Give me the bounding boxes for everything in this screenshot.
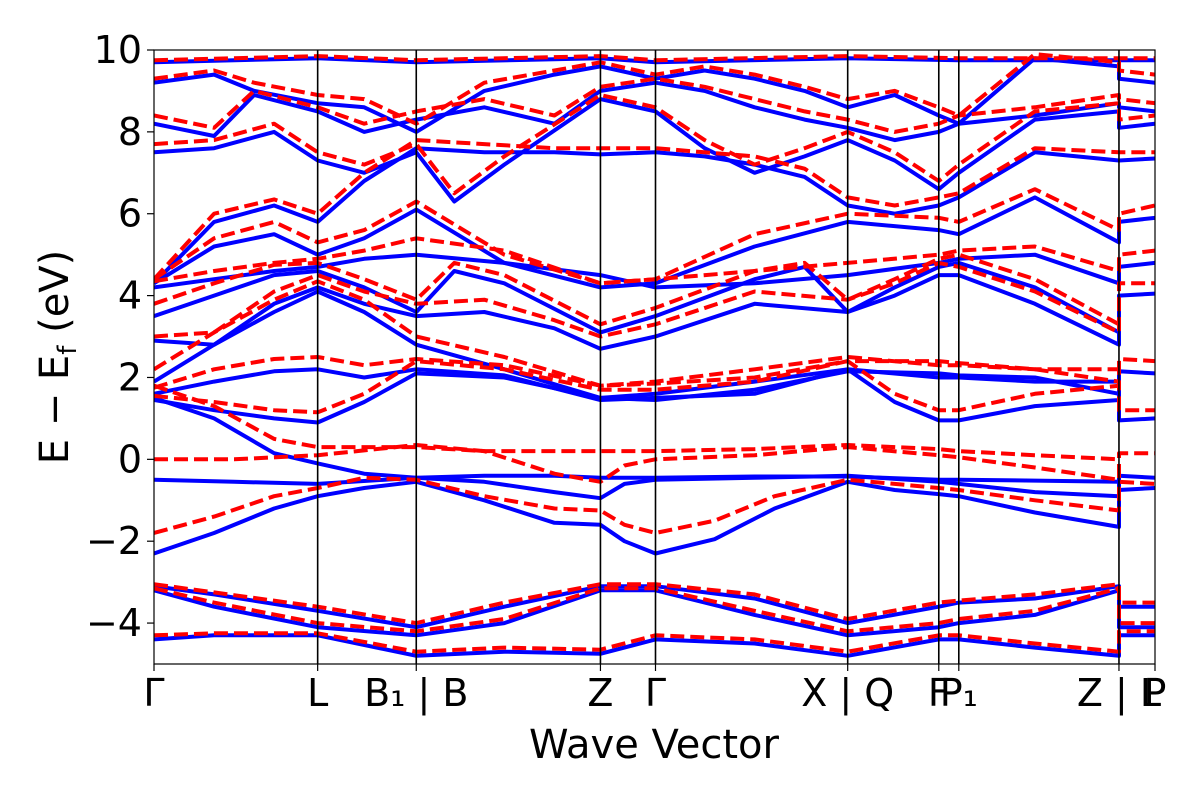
dashed-band-17	[154, 629, 1155, 654]
dashed-band-15	[154, 582, 1155, 626]
dashed-band-11	[154, 93, 1155, 196]
solid-band-0	[154, 479, 1155, 556]
solid-band-15	[154, 584, 1155, 630]
y-tick-label-2: 0	[118, 437, 142, 481]
solid-band-16	[154, 588, 1155, 638]
y-axis-label: E − Ef (eV)	[32, 250, 83, 465]
x-tick-label-5: X | Q	[801, 671, 894, 716]
bands-layer	[154, 52, 1155, 658]
dashed-band-16	[154, 586, 1155, 634]
dashed-band-12	[154, 76, 1155, 134]
x-tick-label-4: Γ	[645, 671, 666, 715]
y-tick-label-3: 2	[118, 355, 142, 399]
y-axis-label-main: E − E	[32, 355, 78, 465]
plot-frame	[153, 49, 1156, 665]
x-tick-label-6: F	[928, 671, 950, 715]
y-tick-label-4: 4	[118, 274, 142, 318]
x-tick-label-1: L	[307, 671, 328, 715]
x-tick-label-3: Z	[587, 671, 613, 715]
x-tick-label-7: P₁	[940, 671, 978, 715]
x-tick-label-9: P	[1144, 671, 1167, 715]
solid-band-13	[154, 56, 1155, 134]
solid-band-17	[154, 633, 1155, 658]
y-tick-label-7: 10	[94, 28, 142, 72]
dashed-band-13	[154, 52, 1155, 126]
x-tick-label-0: Γ	[143, 671, 164, 715]
y-axis: −4 −2 0 2 4 6 8 10	[86, 28, 154, 645]
dashed-band-0	[154, 475, 1155, 535]
dashed-band-3	[154, 359, 1155, 415]
y-tick-label-0: −4	[86, 601, 142, 645]
x-axis-label: Wave Vector	[529, 722, 780, 768]
solid-band-12	[154, 80, 1155, 143]
y-tick-label-5: 6	[118, 192, 142, 236]
dashed-band-7	[154, 252, 1120, 327]
dashed-band-2	[154, 383, 1120, 462]
x-tick-label-2: B₁ | B	[364, 671, 468, 716]
y-tick-label-1: −2	[86, 519, 142, 563]
solid-band-4	[154, 367, 1155, 423]
dashed-band-4	[154, 355, 1155, 413]
y-tick-label-6: 8	[118, 110, 142, 154]
kpath-lines	[316, 50, 1120, 664]
solid-band-11	[154, 97, 1155, 204]
y-axis-label-unit: (eV)	[32, 250, 78, 346]
solid-band-7	[154, 260, 1120, 335]
dashed-band-10	[154, 138, 1155, 281]
y-axis-label-sub: f	[53, 345, 83, 355]
x-tick-label-8: Z | L	[1077, 671, 1161, 716]
solid-band-10	[154, 146, 1155, 285]
